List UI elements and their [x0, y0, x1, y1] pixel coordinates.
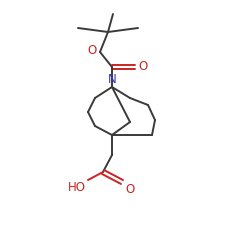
- Text: N: N: [108, 73, 116, 86]
- Text: O: O: [88, 44, 97, 58]
- Text: HO: HO: [68, 181, 86, 194]
- Text: O: O: [125, 183, 134, 196]
- Text: O: O: [138, 60, 147, 72]
